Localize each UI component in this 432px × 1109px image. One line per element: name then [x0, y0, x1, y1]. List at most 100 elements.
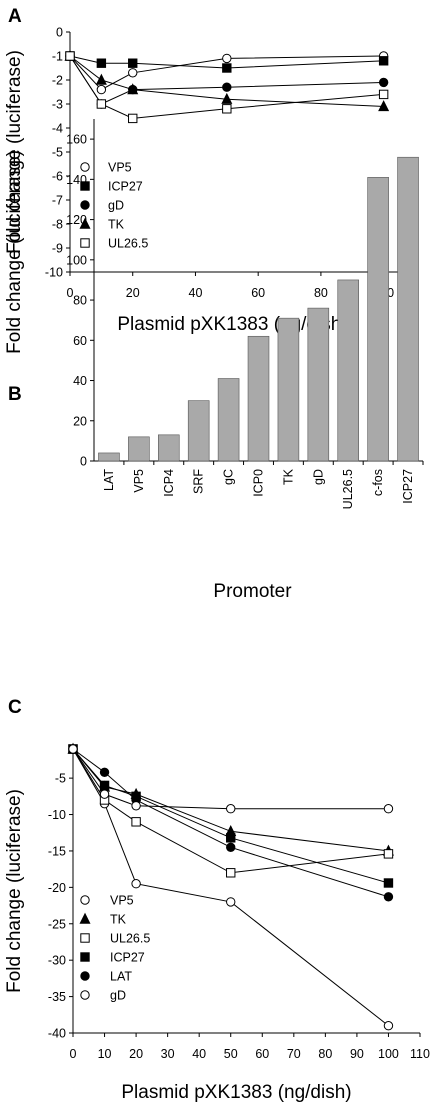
data-point-tk	[221, 92, 233, 104]
data-point-gd	[68, 744, 78, 754]
y-tick-label: 80	[73, 294, 87, 308]
legend-marker-icp27	[80, 181, 90, 191]
x-tick-label: 60	[255, 1047, 269, 1061]
legend-label-tk: TK	[110, 913, 127, 927]
y-tick-label: 120	[66, 213, 87, 227]
y-tick-label: -30	[48, 954, 66, 968]
data-point-vp5	[383, 1021, 394, 1031]
legend-label-gd: gD	[110, 989, 126, 1003]
y-tick-label: -5	[55, 772, 66, 786]
y-axis-title: Fold change (luciferase)	[4, 150, 25, 354]
y-tick-label: -5	[52, 146, 63, 160]
legend-marker-vp5	[80, 162, 90, 172]
x-tick-label: UL26.5	[341, 469, 355, 509]
data-point-ul265	[226, 868, 236, 878]
y-tick-label: 160	[66, 133, 87, 147]
legend-label-vp5: VP5	[110, 894, 134, 908]
legend-label-tk: TK	[108, 218, 125, 232]
data-point-vp5	[128, 68, 138, 78]
bar-icp0	[247, 335, 270, 462]
bar-gc	[217, 378, 240, 462]
chart-b: 0 20 40 60 80 100 120 140 160 LAT VP5 ICP4 SRF gC ICP0…	[66, 119, 424, 602]
bar-lat	[98, 452, 120, 462]
data-point-tk	[127, 83, 139, 95]
x-tick-label: gC	[222, 469, 236, 485]
legend-marker-ul265	[80, 933, 90, 943]
legend-marker-gd	[80, 200, 90, 210]
panel-label-a: A	[8, 6, 22, 27]
y-tick-label: -1	[52, 50, 63, 64]
x-tick-label: 20	[126, 286, 140, 300]
y-tick-label: -4	[52, 122, 63, 136]
data-point-vp5	[226, 897, 236, 907]
y-tick-label: -15	[48, 844, 66, 858]
x-tick-label: 0	[67, 286, 74, 300]
legend-marker-gd	[80, 990, 90, 1000]
data-point-vp5	[131, 879, 141, 889]
bar-vp5	[128, 436, 150, 462]
x-tick-label: 80	[318, 1047, 332, 1061]
data-point-icp27	[378, 56, 389, 66]
y-tick-label: -10	[45, 266, 63, 280]
legend-label-gd: gD	[108, 199, 124, 213]
y-tick-label: 60	[73, 334, 87, 348]
x-tick-label: ICP27	[401, 469, 415, 504]
data-point-icp27	[222, 63, 232, 73]
legend-marker-lat	[80, 971, 90, 981]
x-tick-label: ICP4	[162, 469, 176, 497]
y-tick-label: -9	[52, 242, 63, 256]
y-tick-label: 0	[56, 26, 63, 40]
x-tick-label: ICP0	[252, 469, 266, 497]
data-point-gd	[131, 801, 141, 811]
x-tick-label: VP5	[132, 469, 146, 493]
x-tick-label: gD	[311, 469, 325, 485]
data-point-lat	[99, 767, 110, 778]
data-point-ul265	[383, 849, 394, 859]
legend-marker-ul265	[80, 238, 90, 248]
legend-marker-icp27	[80, 952, 90, 962]
chart-a: 0 -1 -2 -3 -4 -5 -6 -7 -8 -9 -10 0 20 40 60 80 100 VP5 ICP…	[45, 26, 415, 335]
y-tick-label: 40	[73, 374, 87, 388]
x-tick-label: c-fos	[371, 469, 385, 496]
x-axis-title: Plasmid pXK1383 (ng/dish)	[121, 1082, 351, 1103]
y-tick-label: -20	[48, 881, 66, 895]
panel-label-b: B	[8, 384, 22, 405]
data-point-ul265	[131, 817, 141, 827]
legend-label-icp27: ICP27	[110, 951, 145, 965]
y-tick-label: -35	[48, 990, 66, 1004]
data-point-ul265	[378, 89, 389, 100]
bar-icp27	[397, 156, 419, 462]
y-tick-label: -8	[52, 218, 63, 232]
legend-label-lat: LAT	[110, 970, 132, 984]
x-tick-label: LAT	[102, 469, 116, 491]
data-point-ul265	[128, 113, 138, 124]
legend-label-vp5: VP5	[108, 161, 132, 175]
x-tick-label: 20	[129, 1047, 143, 1061]
data-point-icp27	[128, 58, 138, 68]
chart-c: -5 -10 -15 -20 -25 -30 -35 -40 0 10 20 30 40 50 60 70 80…	[48, 742, 430, 1103]
x-tick-label: TK	[281, 468, 295, 485]
y-tick-label: -2	[52, 74, 63, 88]
x-tick-label: 70	[287, 1047, 301, 1061]
bar-srf	[187, 400, 210, 462]
x-tick-label: 40	[192, 1047, 206, 1061]
y-axis-title: Fold change (luciferase)	[4, 789, 25, 993]
y-tick-label: 20	[73, 414, 87, 428]
x-tick-label: 30	[161, 1047, 175, 1061]
y-tick-label: -25	[48, 917, 66, 931]
bar-icp4	[158, 434, 180, 462]
legend-label-ul265: UL26.5	[110, 932, 150, 946]
x-tick-label: 100	[378, 1047, 399, 1061]
x-tick-label: 10	[98, 1047, 112, 1061]
legend-marker-tk	[79, 217, 91, 229]
y-tick-label: -3	[52, 98, 63, 112]
data-point-ul265	[65, 51, 75, 61]
data-point-vp5	[96, 84, 107, 95]
data-point-icp27	[226, 833, 236, 843]
legend: VP5 ICP27 gD TK UL26.5	[79, 161, 148, 251]
data-point-gd	[226, 804, 236, 814]
data-point-ul265	[222, 104, 232, 114]
bar-gd	[307, 307, 330, 462]
x-tick-label: 90	[350, 1047, 364, 1061]
